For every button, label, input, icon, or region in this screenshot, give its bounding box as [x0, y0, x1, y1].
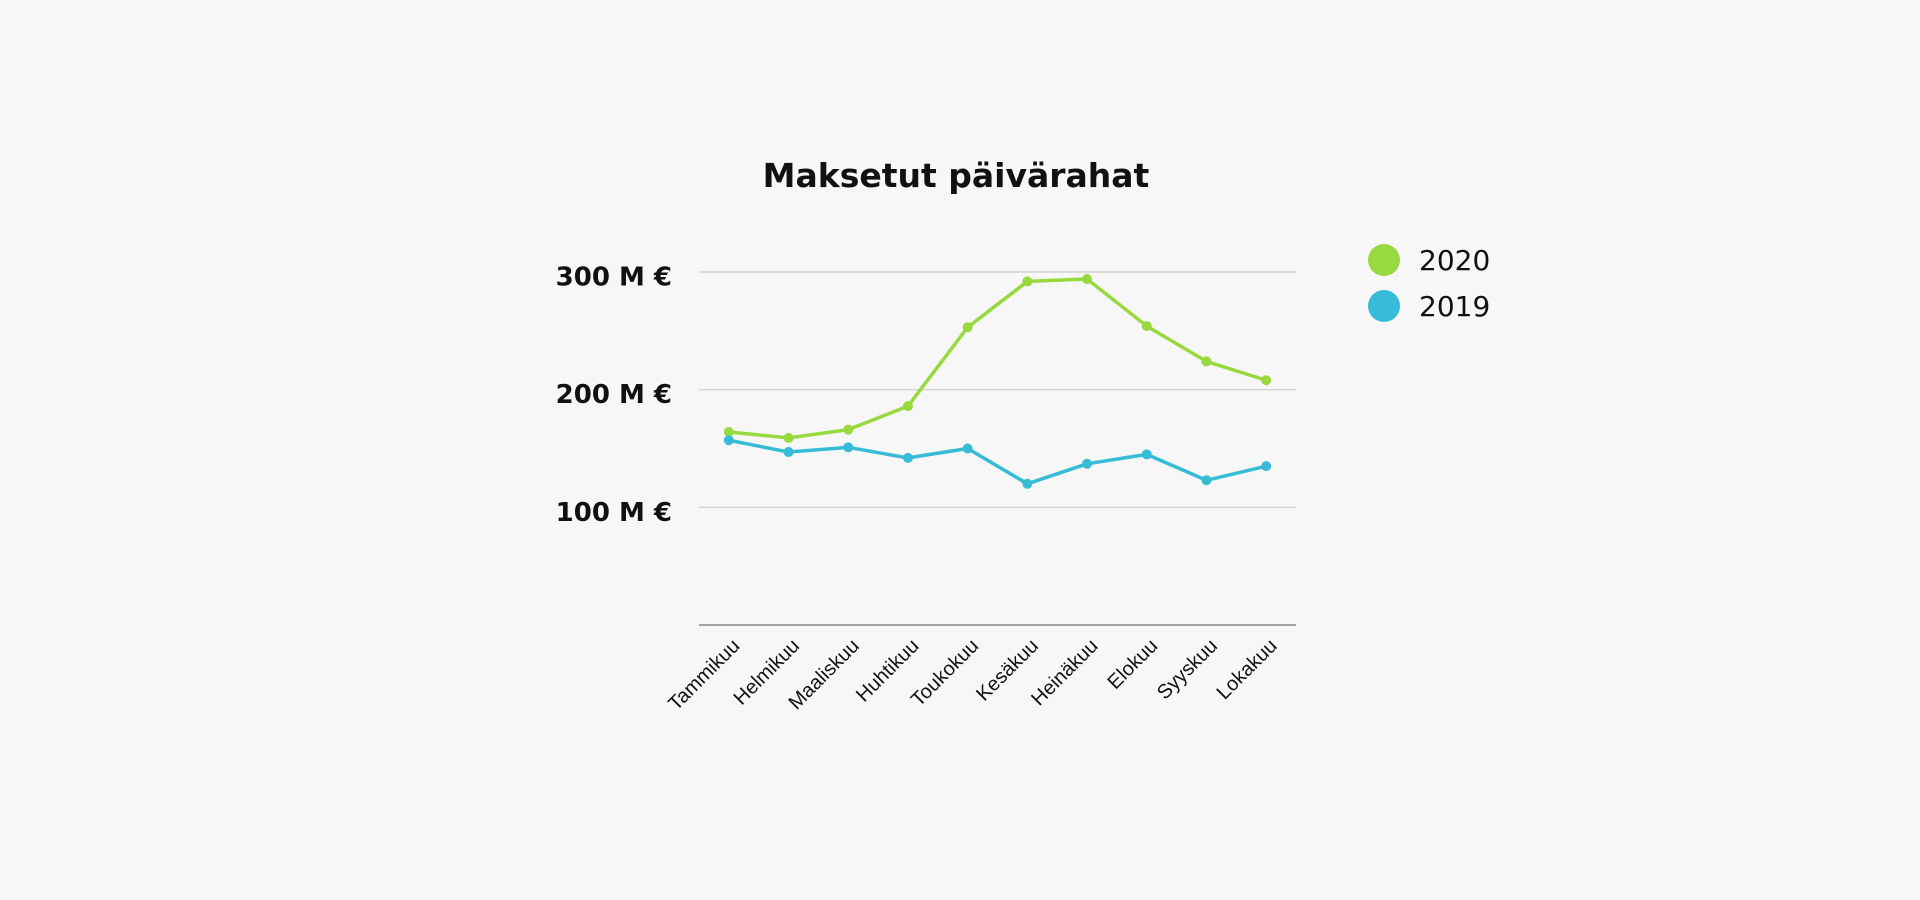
x-tick-label: Lokakuu — [1213, 635, 1282, 704]
data-point — [1201, 356, 1212, 367]
data-point — [1022, 276, 1033, 287]
series-line — [728, 438, 1267, 486]
data-point — [902, 452, 913, 463]
y-tick-label: 100 M € — [556, 498, 672, 528]
chart-title: Maksetut päivärahat — [763, 156, 1150, 195]
data-point — [723, 435, 734, 446]
y-tick-label: 200 M € — [556, 380, 672, 410]
series-line — [728, 277, 1267, 440]
data-point — [1141, 449, 1152, 460]
x-tick-label: Syyskuu — [1153, 635, 1222, 704]
data-point — [723, 427, 734, 438]
data-point — [783, 447, 794, 458]
data-point — [1201, 475, 1212, 486]
data-point — [1141, 321, 1152, 332]
legend-swatch — [1368, 290, 1400, 322]
x-tick-label: Elokuu — [1103, 635, 1162, 694]
data-point — [1261, 461, 1272, 472]
data-point — [902, 401, 913, 412]
y-tick-label: 300 M € — [556, 263, 672, 293]
legend-label: 2019 — [1419, 290, 1490, 323]
data-point — [1082, 274, 1093, 285]
legend-swatch — [1368, 244, 1400, 276]
data-point — [783, 432, 794, 443]
data-point — [962, 443, 973, 454]
data-point — [1022, 478, 1033, 489]
data-point — [843, 442, 854, 453]
legend-label: 2020 — [1419, 244, 1490, 277]
data-point — [1082, 458, 1093, 469]
data-point — [1261, 375, 1272, 386]
data-point — [843, 424, 854, 435]
x-tick-label: Tammikuu — [664, 635, 744, 715]
data-point — [962, 322, 973, 333]
